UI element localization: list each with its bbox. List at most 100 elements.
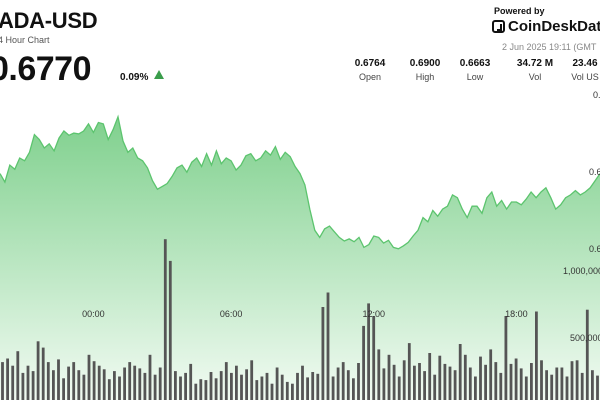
volume-bar (255, 380, 259, 400)
volume-bar (21, 372, 25, 400)
volume-bar (138, 368, 142, 400)
volume-bar (458, 344, 462, 400)
volume-bar (326, 292, 330, 400)
volume-bar (413, 365, 416, 400)
x-axis-ticks: 00:00 06:00 12:00 18:00 (82, 309, 528, 319)
volume-bar (31, 371, 35, 400)
volume-bar (301, 365, 304, 400)
volume-bar (82, 374, 86, 400)
volume-bar (6, 358, 9, 400)
volume-bar (194, 383, 198, 400)
volume-bar (565, 376, 569, 400)
volume-bar (179, 376, 182, 400)
volume-bar (504, 316, 508, 400)
volume-bar (489, 349, 493, 400)
volume-bar (377, 349, 381, 400)
volume-bar (570, 361, 574, 400)
volume-bar (443, 363, 447, 400)
stat-volume: 34.72 M Vol (510, 58, 560, 82)
volume-bar (311, 372, 315, 400)
volume-bar (67, 366, 70, 400)
volume-bar (153, 374, 157, 400)
volume-bar (499, 372, 503, 400)
stat-value: 34.72 M (516, 58, 554, 69)
volume-bar (575, 360, 579, 400)
volume-bar (296, 372, 299, 400)
stat-label: Vol US (571, 72, 599, 82)
volume-bar (148, 354, 152, 400)
stat-low: 0.6663 Low (450, 58, 500, 82)
stat-label: High (415, 72, 435, 82)
volume-bar (352, 378, 355, 400)
brand-logo[interactable]: CoinDeskData (492, 18, 600, 35)
volume-bar (291, 383, 294, 400)
volume-bar (438, 355, 442, 400)
stat-value: 0.6900 (409, 58, 441, 69)
x-tick-label: 06:00 (220, 309, 243, 319)
volume-bar (46, 362, 50, 400)
volume-bar (418, 363, 421, 400)
volume-bar (555, 367, 559, 400)
volume-bar (265, 372, 269, 400)
volume-bar (118, 376, 121, 400)
volume-bar (357, 363, 360, 400)
stat-open: 0.6764 Open (345, 58, 395, 82)
volume-bar (596, 375, 599, 400)
volume-bar (245, 369, 248, 400)
volume-bar (519, 368, 523, 400)
volume-bar (240, 374, 243, 400)
volume-bar (41, 347, 45, 400)
volume-bar (591, 370, 594, 400)
volume-bar (224, 362, 228, 400)
stat-label: Open (358, 72, 382, 82)
volume-bar (336, 367, 340, 400)
volume-bar (316, 373, 320, 400)
volume-bar (372, 316, 376, 400)
volume-bar (484, 364, 487, 400)
volume-bar (397, 376, 401, 400)
volume-bar (530, 363, 533, 400)
volume-bar (321, 307, 325, 400)
volume-bar (550, 374, 554, 400)
volume-bar (133, 365, 137, 400)
volume-bar (214, 378, 218, 400)
stat-value: 0.6764 (354, 58, 386, 69)
volume-bar (235, 365, 238, 400)
brand-mark-icon (492, 20, 505, 33)
volume-bar (209, 372, 213, 400)
change-percent: 0.09% (120, 72, 149, 83)
y-tick-label-price: 0.6 (589, 244, 600, 254)
stat-volume-usd: 23.46 Vol US (560, 58, 600, 82)
up-arrow-icon (154, 70, 164, 79)
volume-bar (26, 365, 30, 400)
volume-bar (270, 383, 274, 400)
current-price: 0.6770 (0, 50, 92, 88)
y-axis-ticks: 0. 0.6 0.6 1,000,000 500,000 (563, 90, 600, 343)
volume-bar (260, 376, 264, 400)
volume-bar (560, 367, 564, 400)
volume-bar (494, 362, 498, 400)
volume-bar (87, 354, 91, 400)
volume-bar (382, 368, 386, 400)
volume-bar (280, 374, 284, 400)
volume-bar (11, 365, 15, 400)
volume-bar (514, 358, 518, 400)
volume-bar (174, 371, 177, 400)
stat-label: Vol (528, 72, 542, 82)
stat-value: 0.6663 (459, 58, 491, 69)
volume-bar (1, 362, 4, 400)
y-tick-label-price: 0.6 (589, 167, 600, 177)
volume-bar (433, 374, 437, 400)
x-tick-label: 18:00 (505, 309, 528, 319)
volume-bar (62, 378, 65, 400)
volume-bar (36, 341, 40, 400)
pair-title: ADA-USD (0, 8, 98, 33)
powered-by-label: Powered by (494, 6, 545, 16)
volume-bar (113, 371, 116, 400)
volume-bar (250, 360, 254, 400)
volume-bar (163, 239, 167, 400)
volume-bar (392, 364, 396, 400)
volume-bar (423, 371, 426, 400)
stat-high: 0.6900 High (400, 58, 450, 82)
